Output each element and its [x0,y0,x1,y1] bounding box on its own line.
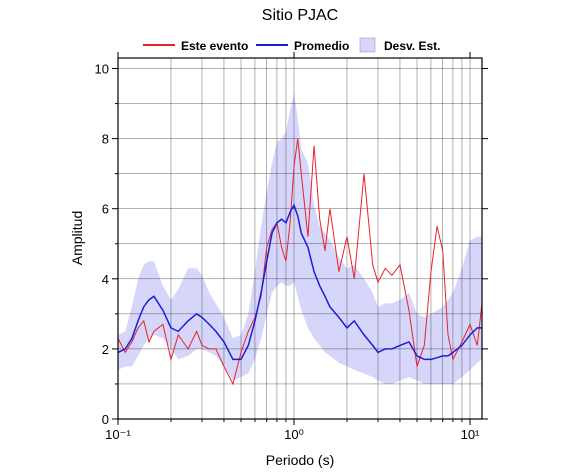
chart-title: Sitio PJAC [262,7,338,24]
plot-frame [117,57,483,420]
y-tick-label: 8 [102,132,109,147]
y-axis-label: Amplitud [69,211,85,265]
legend-label: Promedio [294,39,349,53]
x-tick-label: 10¹ [461,427,480,442]
y-tick-label: 4 [102,272,109,287]
y-tick-label: 0 [102,412,109,427]
legend-swatch [359,37,376,53]
x-tick-label: 10⁰ [284,427,304,442]
series-line [117,203,482,361]
y-tick-label: 2 [102,342,109,357]
legend-label: Desv. Est. [384,39,440,53]
legend-label: Este evento [181,39,248,53]
series-line [117,138,483,386]
y-tick-label: 10 [95,62,109,77]
y-tick-label: 6 [102,202,109,217]
std-band [118,93,482,384]
x-axis-label: Periodo (s) [266,452,334,468]
x-tick-label: 10⁻¹ [105,427,131,442]
